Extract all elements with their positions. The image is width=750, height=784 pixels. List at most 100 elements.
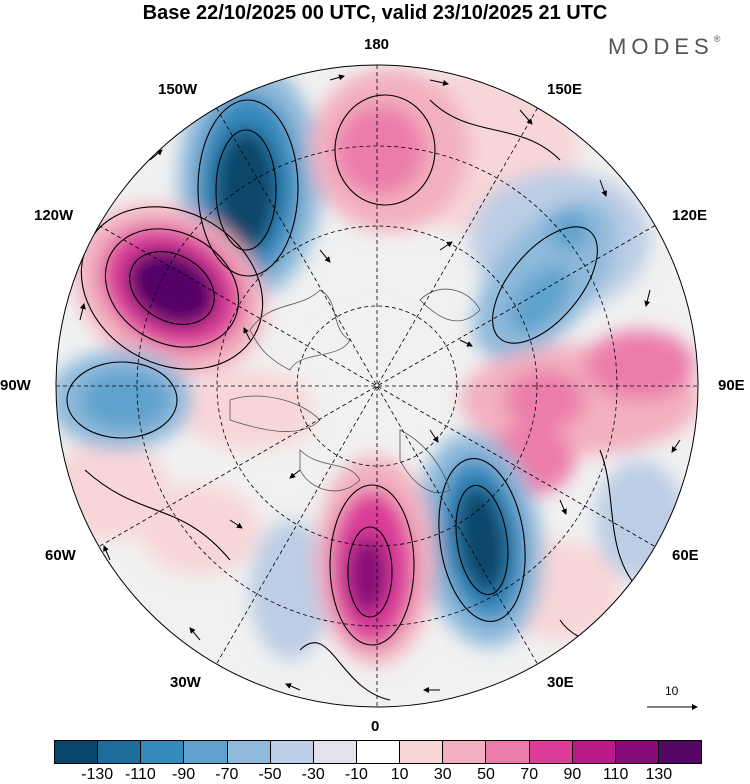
anomaly-positive-80e-core [505,370,585,430]
contour-line [197,99,299,277]
colorbar-segment [270,741,314,763]
coastline [229,395,321,432]
contour-line [129,251,215,325]
streamline [84,469,231,561]
anomaly-positive-90e-core [585,330,695,400]
brand-name: MODES [608,34,714,59]
colorbar-segment [227,741,271,763]
wind-arrow [285,683,301,691]
colorbar-tick-label: -10 [344,766,368,783]
anomaly-positive-120w-core [126,248,218,328]
meridian-150w-30e [216,107,538,665]
lon-label-90w: 90W [0,377,31,394]
colorbar-tick-label: 10 [390,766,409,783]
lon-label-60w: 60W [45,547,76,564]
colorbar [54,740,702,764]
meridian-120e-60w [98,225,656,547]
colorbar-tick-label: -30 [301,766,325,783]
colorbar-segment [615,741,659,763]
streamline [429,99,561,161]
lon-label-60e: 60E [672,547,699,564]
map-boundary [55,64,699,708]
streamlines [66,94,651,701]
wind-arrow [189,627,201,641]
lon-label-30e: 30E [547,674,574,691]
colorbar-segment [400,741,444,763]
wind-arrow [229,519,243,529]
wind-scale-label: 10 [665,684,679,698]
contour-line [455,484,509,596]
wind-arrow [429,79,449,86]
colorbar-segment [141,741,185,763]
brand-logo: MODES® [608,34,720,60]
wind-arrow [149,149,163,161]
meridian-150e-30w [216,107,538,665]
colorbar-segment [184,741,228,763]
colorbar-tick-label: 70 [520,766,539,783]
anomaly-light-positive [180,370,320,450]
anomaly-negative-150w-core [214,128,278,252]
brand-mark: ® [713,33,721,44]
coastline [399,429,451,493]
wind-arrow [671,439,681,453]
lon-label-120e: 120E [672,207,708,224]
colorbar-tick-label: 50 [477,766,495,783]
colorbar-segment [443,741,487,763]
colorbar-tick-label: 90 [563,766,582,783]
colorbar-tick-label: 30 [433,766,452,783]
pole-neutral [307,316,447,456]
colorbar-segment [572,741,616,763]
anomaly-positive-0-core [348,535,388,615]
coastline [419,288,481,322]
contour-line [66,361,178,439]
anomaly-light-positive [140,485,260,575]
colorbar-tick-label: -70 [215,766,239,783]
colorbar-segment [55,741,99,763]
colorbar-tick-label: 130 [645,766,673,783]
wind-arrow [329,74,345,81]
wind-arrow [79,303,86,321]
colorbar-segment [658,741,702,763]
coastlines [229,288,481,493]
wind-arrow [429,429,439,443]
contour-line [438,458,526,622]
colorbar-tick-label: -110 [124,766,156,783]
colorbar-tick-label: 110 [602,766,629,783]
graticule [56,65,698,707]
colorbar-tick-label: -90 [172,766,196,783]
wind-arrow [644,289,651,307]
wind-arrow [459,339,473,347]
lon-label-120w: 120W [34,207,74,224]
wind-arrow [559,499,567,515]
streamline [299,642,391,701]
wind-arrow [243,327,251,341]
colorbar-segment [356,741,401,763]
lon-label-30w: 30W [170,674,201,691]
colorbar-labels: -130 -110 -90 -70 -50 -30 -10 10 30 50 70 90 110 130 [54,766,702,783]
coastline [299,449,361,492]
polar-map [55,64,699,710]
latitude-circle [216,225,538,547]
wind-arrow [545,659,561,666]
lon-label-180: 180 [364,36,390,53]
meridian-120w-60e [98,225,656,547]
colorbar-segment [98,741,142,763]
colorbar-segment [529,741,573,763]
anomaly-light-negative [250,520,330,660]
colorbar-segment [313,741,357,763]
wind-arrow [319,249,331,263]
map-title: Base 22/10/2025 00 UTC, valid 23/10/2025… [142,2,608,24]
anomaly-negative-30e-core [456,485,508,595]
wind-arrow [627,599,641,611]
colorbar-segment [486,741,530,763]
contour-line [215,129,277,251]
wind-arrow [289,469,301,479]
wind-arrow [599,179,608,197]
contour-line [104,228,240,348]
lon-label-150e: 150E [547,81,583,98]
contour-line [347,526,393,618]
colorbar-tick-label: -130 [81,766,114,783]
coastline [249,289,351,371]
lon-label-150w: 150W [158,81,198,98]
anomaly-negative-130e-core [550,210,590,250]
